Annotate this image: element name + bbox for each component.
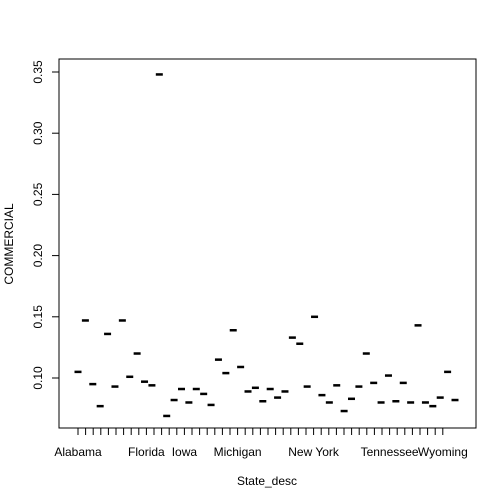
y-tick-label: 0.20 [31,244,45,268]
x-tick-label: Michigan [214,445,262,459]
x-tick-label: Wyoming [418,445,468,459]
y-tick-label: 0.10 [31,366,45,390]
x-axis-title: State_desc [237,474,297,488]
x-tick-label: Iowa [172,445,198,459]
x-tick-label: Tennessee [361,445,419,459]
y-axis: 0.10 0.15 0.20 0.25 0.30 0.35 [31,60,60,390]
x-tick-label: Florida [128,445,165,459]
y-tick-label: 0.15 [31,305,45,329]
y-axis-title: COMMERCIAL [2,203,16,285]
plot-frame [58,58,477,429]
x-tick-label: Alabama [54,445,102,459]
y-tick-label: 0.35 [31,60,45,84]
data-marks [74,73,459,418]
y-tick-label: 0.30 [31,121,45,145]
x-axis: Alabama Florida Iowa Michigan New York Tennes… [54,427,468,459]
y-tick-label: 0.25 [31,182,45,206]
x-tick-label: New York [288,445,340,459]
